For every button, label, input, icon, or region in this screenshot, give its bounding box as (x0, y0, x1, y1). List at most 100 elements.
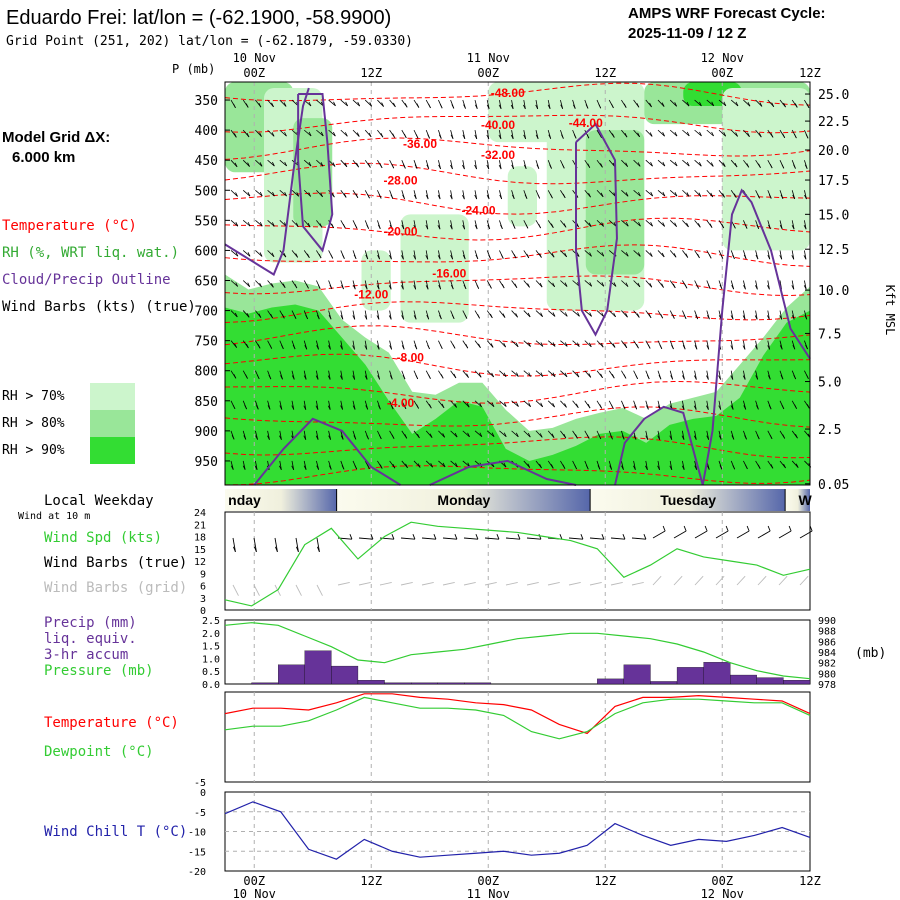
barb-flag (284, 161, 288, 167)
barb-staff (438, 460, 446, 468)
wind-barb (230, 400, 236, 410)
barb-flag (781, 404, 785, 410)
barb-flag (601, 534, 605, 540)
wind-barb (376, 340, 380, 350)
barb-flag (352, 315, 356, 320)
wind-barb (767, 129, 774, 138)
barb-flag (368, 132, 372, 138)
barb-flag (551, 253, 555, 258)
barb-flag (704, 525, 708, 532)
barb-staff (230, 310, 238, 318)
wind-barb (352, 370, 356, 380)
barb-flag (441, 403, 445, 408)
wind-barb (791, 460, 799, 468)
barb-flag (377, 224, 381, 230)
windchill-tick-label: -20 (188, 867, 206, 878)
barb-flag (709, 223, 713, 228)
barb-flag (437, 255, 441, 260)
barb-flag (491, 432, 495, 437)
barb-staff (694, 99, 702, 107)
wind-barb (547, 160, 552, 169)
wind-barb (633, 99, 640, 108)
barb-flag (370, 534, 374, 540)
barb-flag (563, 223, 567, 228)
weekday-band-segment (337, 489, 591, 511)
wind-barb (779, 400, 785, 410)
grid-wind-barb (253, 584, 260, 596)
wind-barb (682, 99, 690, 107)
barb-flag (353, 254, 357, 260)
barb-flag (767, 255, 771, 260)
wind-barb (523, 340, 531, 347)
barb-flag (711, 101, 715, 107)
wind-barb (755, 400, 759, 410)
barb-flag (694, 465, 698, 470)
wind-barb (316, 220, 323, 228)
wind-barb (328, 310, 332, 320)
surface-wind-barb (631, 534, 647, 540)
wind-barb (657, 370, 662, 380)
time-tick-label: 12Z (360, 66, 382, 80)
time-tick-label: 12Z (594, 66, 616, 80)
wind-barb (413, 460, 421, 468)
barb-staff (486, 370, 494, 378)
wind-barb (291, 310, 297, 319)
wind-barb (474, 400, 482, 408)
barb-flag (367, 193, 370, 199)
surface-wind-barb (295, 537, 299, 552)
barb-staff (484, 537, 499, 540)
wind-barb (242, 430, 247, 440)
barb-staff (547, 582, 560, 586)
precip-bar (331, 665, 359, 685)
barb-flag (454, 534, 458, 540)
wind-barb (523, 250, 530, 259)
wind-barb (596, 460, 601, 470)
weekday-label: W (799, 492, 813, 508)
barb-staff (682, 220, 689, 228)
barb-flag (503, 342, 507, 348)
barb-flag (498, 134, 502, 140)
barb-flag (649, 252, 653, 257)
barb-flag (731, 435, 735, 440)
barb-flag (636, 103, 640, 108)
barb-staff (486, 160, 490, 170)
barb-flag (258, 313, 262, 318)
wind-barb (242, 220, 251, 227)
wind-barb (755, 220, 760, 229)
wind-barb (376, 310, 380, 320)
wind-barb (291, 370, 295, 380)
wind-barb (657, 340, 663, 349)
wind-barb (413, 310, 417, 320)
barb-staff (242, 189, 251, 197)
barb-staff (694, 189, 702, 197)
barb-flag (730, 405, 734, 410)
barb-flag (537, 194, 541, 199)
isotherm-label: -8.00 (397, 351, 425, 365)
barb-flag (755, 254, 759, 260)
barb-staff (572, 310, 580, 317)
barb-staff (804, 220, 807, 230)
barb-staff (303, 400, 307, 410)
wind-barb (572, 400, 579, 408)
wind-barb (621, 99, 627, 108)
wind-barb (621, 370, 627, 379)
surface-wind-barb (652, 525, 666, 539)
rh-legend-swatch (90, 410, 135, 437)
wind-barb (694, 189, 702, 197)
barb-flag (622, 534, 626, 540)
barb-flag (735, 132, 738, 137)
wind-barb (791, 99, 798, 108)
barb-flag (648, 313, 652, 319)
barb-flag (757, 194, 760, 199)
barb-staff (438, 430, 445, 438)
barb-flag (342, 223, 346, 229)
barb-staff (547, 340, 556, 347)
barb-flag (538, 223, 541, 229)
barb-flag (414, 345, 418, 350)
barb-flag (426, 315, 430, 320)
wind-barb (316, 280, 321, 289)
barb-flag (257, 344, 261, 349)
precip-bar (464, 682, 492, 685)
barb-flag (681, 435, 685, 440)
barb-flag (755, 375, 759, 380)
